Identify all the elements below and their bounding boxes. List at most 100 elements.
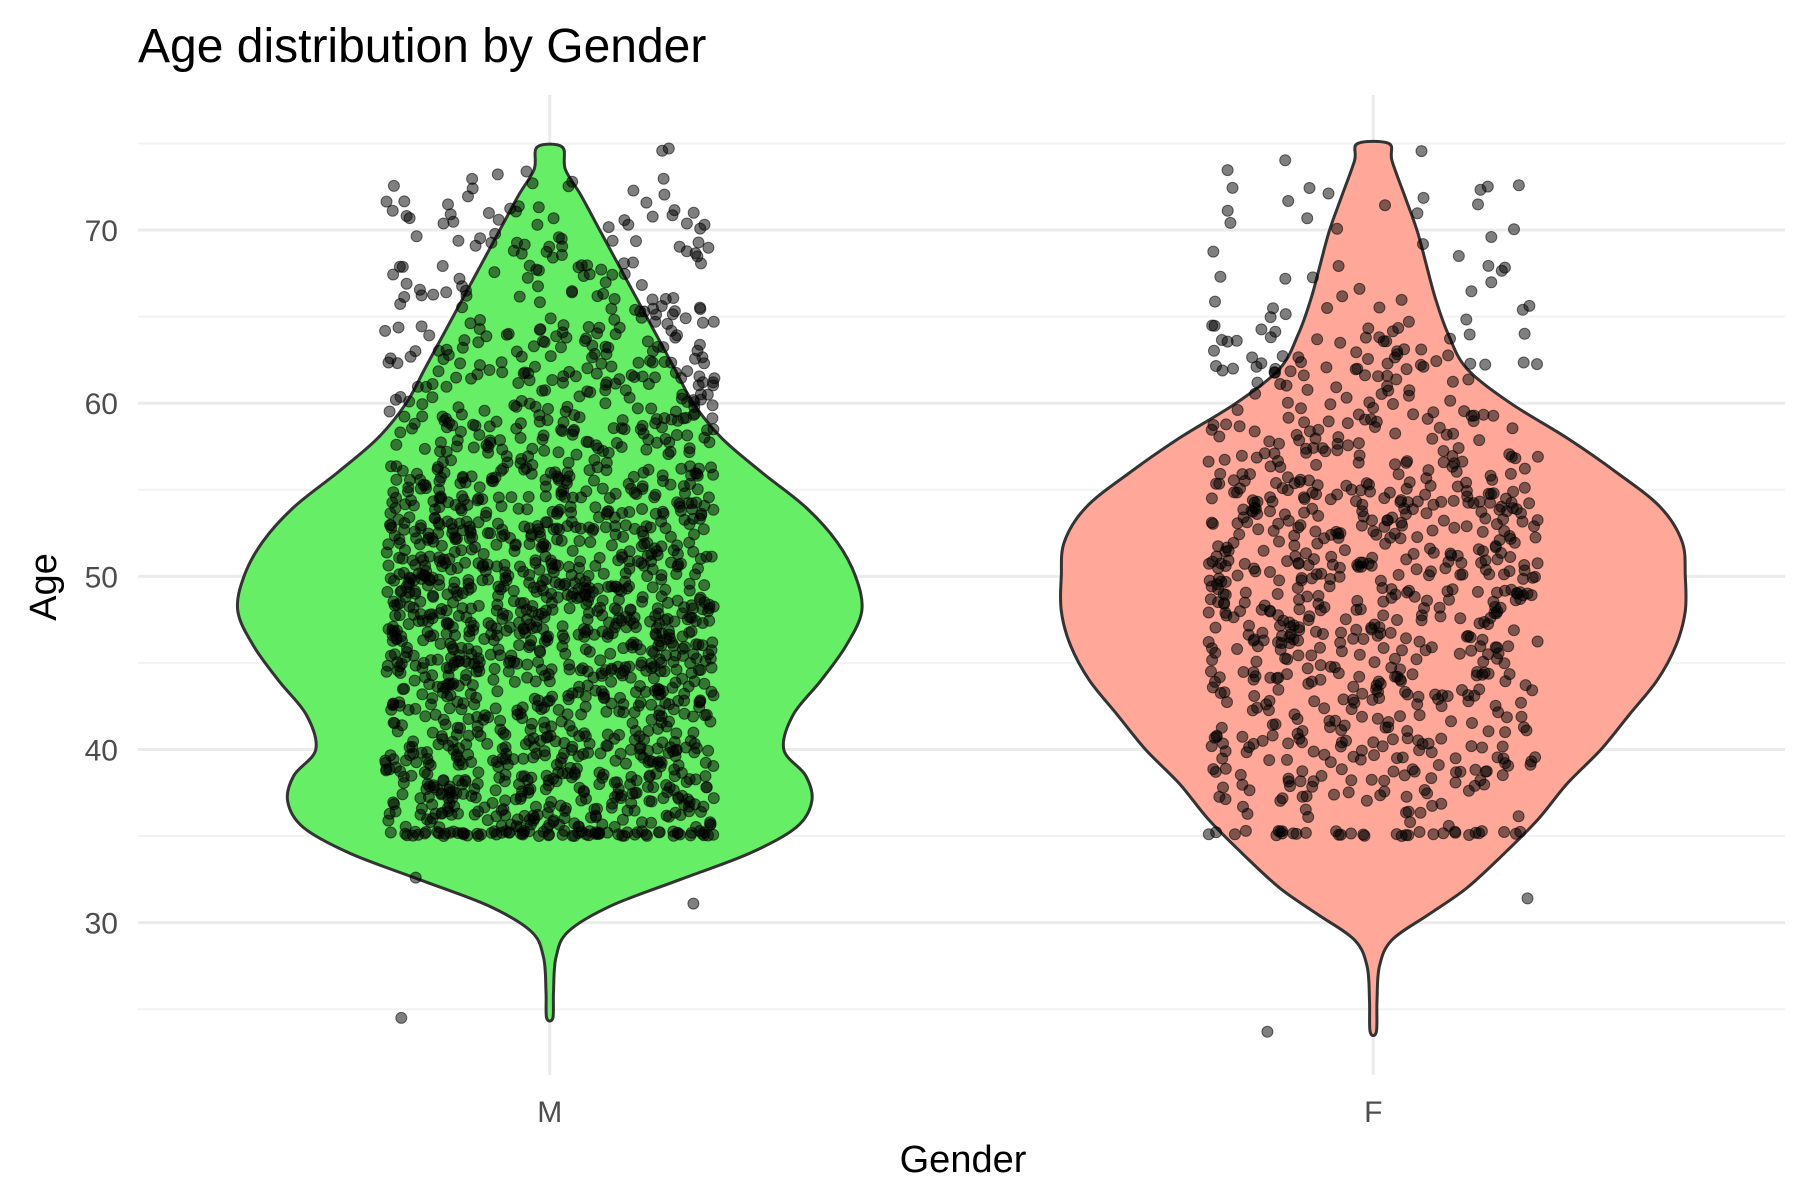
data-point-M	[588, 474, 600, 487]
data-point-F	[1424, 565, 1437, 578]
data-point-M	[588, 347, 601, 360]
y-tick-label: 70	[85, 215, 118, 248]
data-point-M	[517, 597, 530, 609]
data-point-M	[489, 702, 502, 715]
data-point-M	[436, 260, 449, 272]
data-point-F	[1499, 726, 1512, 739]
data-point-M	[610, 437, 623, 449]
data-point-M	[707, 503, 720, 516]
data-point-M	[527, 340, 540, 353]
data-point-F	[1292, 351, 1305, 364]
y-tick-label: 50	[85, 561, 118, 594]
data-point-M	[634, 696, 647, 709]
data-point-M	[555, 488, 568, 501]
data-point-M	[672, 792, 685, 805]
data-point-F	[1324, 493, 1337, 506]
data-point-M	[421, 752, 434, 765]
data-point-F	[1509, 827, 1522, 840]
data-point-M	[591, 327, 604, 340]
data-point-M	[683, 773, 696, 786]
data-point-M	[706, 412, 719, 425]
data-point-F	[1247, 666, 1260, 679]
data-point-F	[1370, 528, 1383, 541]
data-point-M	[487, 673, 500, 686]
data-point-M	[649, 417, 662, 430]
data-point-M	[382, 559, 395, 572]
data-point-F	[1523, 497, 1536, 510]
data-point-F	[1334, 336, 1347, 349]
data-point-M	[648, 542, 661, 555]
data-point-M	[538, 722, 551, 735]
data-point-M	[482, 441, 495, 454]
data-point-F	[1210, 826, 1223, 839]
data-point-M	[450, 748, 463, 761]
data-point-M	[496, 443, 509, 456]
data-point-M	[642, 463, 655, 476]
data-point-F	[1465, 285, 1478, 298]
data-point-M	[555, 341, 567, 354]
data-point-F	[1300, 442, 1312, 455]
data-point-M	[423, 329, 436, 342]
data-point-M	[387, 486, 400, 499]
data-point-M	[640, 443, 653, 456]
data-point-M	[481, 737, 494, 750]
data-point-F	[1373, 301, 1386, 314]
data-point-M	[698, 677, 711, 690]
y-tick-label: 30	[85, 908, 118, 941]
data-point-F	[1296, 765, 1309, 778]
data-point-M	[699, 770, 712, 783]
data-point-M	[579, 588, 591, 601]
data-point-M	[583, 645, 596, 658]
data-point-M	[658, 188, 671, 201]
data-point-F	[1516, 515, 1529, 528]
data-point-M	[613, 373, 626, 386]
data-point-M	[708, 372, 721, 385]
data-point-M	[479, 565, 492, 578]
data-point-F	[1378, 774, 1391, 787]
data-point-F	[1479, 563, 1492, 576]
data-point-F	[1349, 363, 1362, 376]
data-point-F	[1306, 780, 1319, 793]
data-point-F	[1246, 351, 1259, 364]
data-point-M	[648, 684, 661, 697]
data-point-M	[684, 829, 697, 842]
data-point-M	[538, 336, 551, 349]
data-point-F	[1502, 640, 1515, 653]
data-point-F	[1365, 413, 1377, 426]
data-point-M	[439, 718, 452, 731]
data-point-M	[398, 517, 411, 529]
data-point-M	[452, 774, 465, 787]
data-point-M	[631, 826, 644, 839]
data-point-F	[1328, 788, 1340, 801]
data-point-F	[1211, 578, 1224, 591]
data-point-M	[429, 708, 442, 721]
data-point-M	[432, 461, 445, 473]
data-point-F	[1213, 430, 1226, 443]
data-point-M	[520, 165, 533, 178]
data-point-F	[1469, 763, 1482, 776]
data-point-M	[496, 742, 509, 755]
data-point-F	[1308, 695, 1321, 708]
data-point-M	[511, 813, 524, 826]
data-point-F	[1462, 784, 1475, 797]
data-point-F	[1417, 238, 1429, 251]
data-point-M	[675, 462, 688, 475]
data-point-M	[668, 770, 681, 783]
data-point-M	[418, 827, 431, 840]
data-point-F	[1518, 559, 1531, 571]
data-point-F	[1435, 732, 1448, 745]
data-point-M	[495, 356, 508, 369]
data-point-F	[1437, 445, 1450, 457]
data-point-M	[682, 497, 695, 510]
data-point-F	[1371, 712, 1384, 725]
data-point-F	[1332, 260, 1345, 272]
data-point-F	[1531, 635, 1544, 648]
data-point-M	[492, 213, 505, 226]
data-point-M	[546, 374, 559, 386]
data-point-M	[523, 569, 536, 581]
data-point-F	[1331, 444, 1344, 457]
data-point-M	[556, 620, 569, 633]
data-point-M	[523, 813, 536, 826]
data-point-M	[625, 369, 638, 382]
data-point-F	[1498, 826, 1511, 838]
